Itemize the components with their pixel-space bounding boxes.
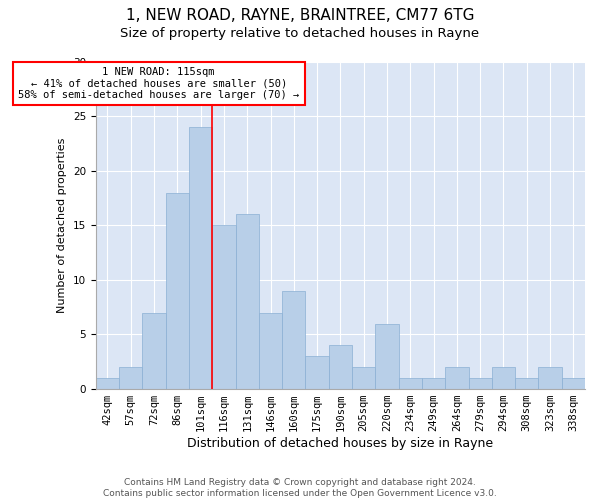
- Text: Contains HM Land Registry data © Crown copyright and database right 2024.
Contai: Contains HM Land Registry data © Crown c…: [103, 478, 497, 498]
- Bar: [166, 192, 189, 389]
- Text: 1, NEW ROAD, RAYNE, BRAINTREE, CM77 6TG: 1, NEW ROAD, RAYNE, BRAINTREE, CM77 6TG: [126, 8, 474, 22]
- Bar: [96, 378, 119, 389]
- Text: 1 NEW ROAD: 115sqm
← 41% of detached houses are smaller (50)
58% of semi-detache: 1 NEW ROAD: 115sqm ← 41% of detached hou…: [18, 67, 299, 100]
- Bar: [212, 226, 236, 389]
- Bar: [422, 378, 445, 389]
- Bar: [142, 312, 166, 389]
- Bar: [352, 367, 376, 389]
- Bar: [469, 378, 492, 389]
- Bar: [445, 367, 469, 389]
- Bar: [305, 356, 329, 389]
- Bar: [376, 324, 398, 389]
- Bar: [189, 127, 212, 389]
- Bar: [562, 378, 585, 389]
- Bar: [398, 378, 422, 389]
- Bar: [282, 291, 305, 389]
- Bar: [119, 367, 142, 389]
- X-axis label: Distribution of detached houses by size in Rayne: Distribution of detached houses by size …: [187, 437, 493, 450]
- Text: Size of property relative to detached houses in Rayne: Size of property relative to detached ho…: [121, 28, 479, 40]
- Bar: [259, 312, 282, 389]
- Bar: [515, 378, 538, 389]
- Bar: [329, 346, 352, 389]
- Bar: [538, 367, 562, 389]
- Bar: [236, 214, 259, 389]
- Bar: [492, 367, 515, 389]
- Y-axis label: Number of detached properties: Number of detached properties: [58, 138, 67, 313]
